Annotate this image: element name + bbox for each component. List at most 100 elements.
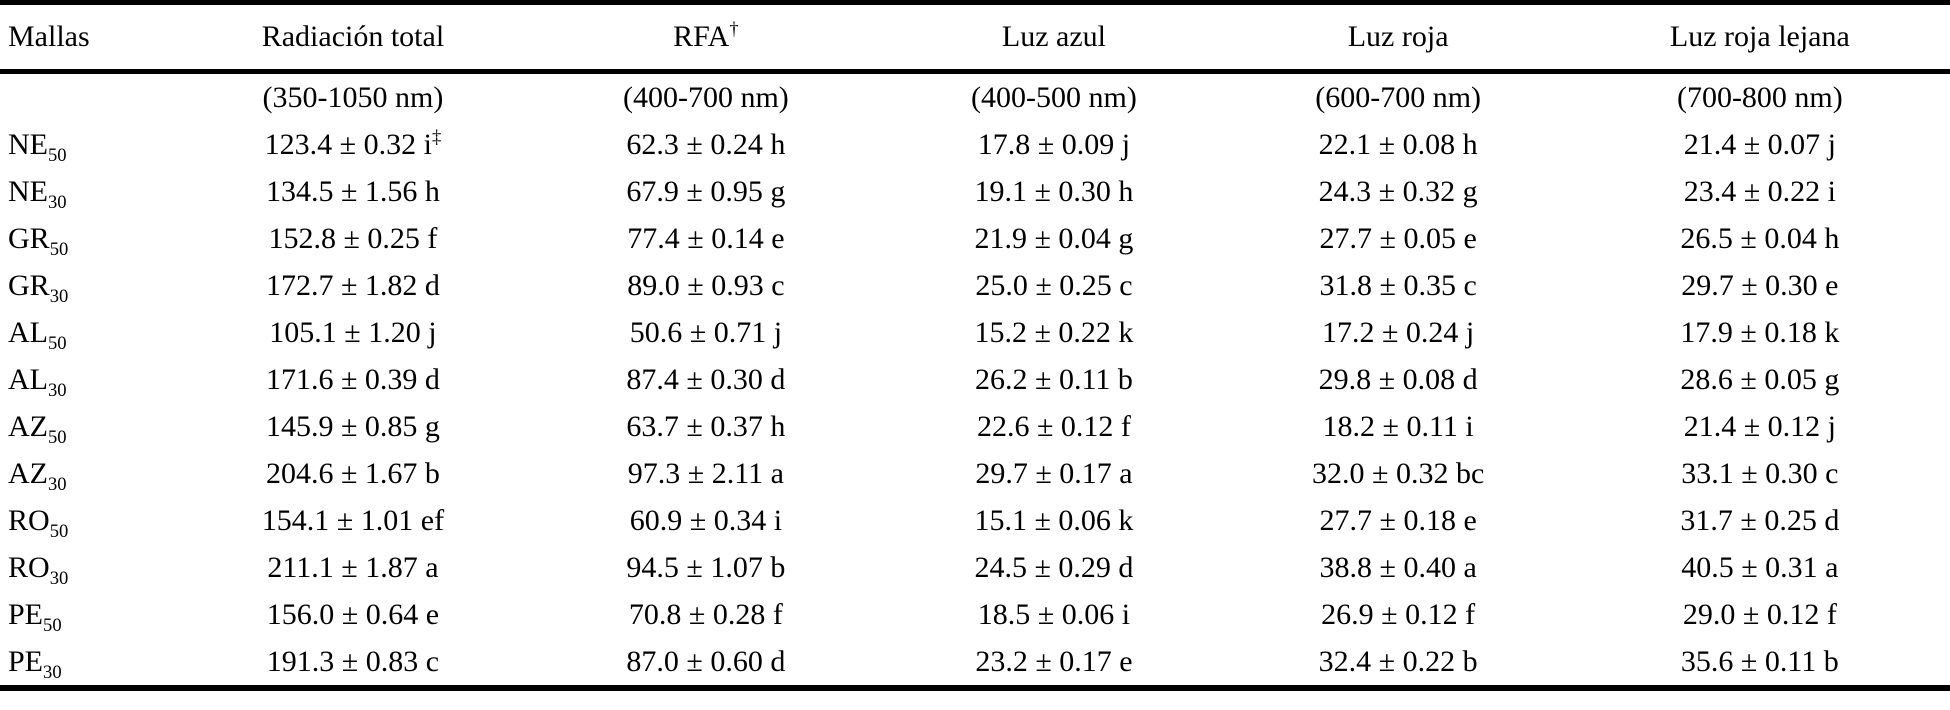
value-cell: 67.9 ± 0.95 g (530, 168, 881, 215)
measurement-value: 77.4 ± 0.14 e (627, 221, 785, 255)
column-header-label: Luz roja lejana (1669, 20, 1850, 53)
table-row: AL50 105.1 ± 1.20 j 50.6 ± 0.71 j 15.2 ± 0.… (0, 309, 1950, 356)
double-dagger-footnote-marker: ‡ (431, 126, 442, 148)
measurement-value: 63.7 ± 0.37 h (626, 409, 786, 443)
table-row: AL30 171.6 ± 0.39 d 87.4 ± 0.30 d 26.2 ± 0.… (0, 356, 1950, 403)
mesh-code: PE (8, 597, 44, 631)
measurement-value: 62.3 ± 0.24 h (626, 127, 786, 161)
value-cell: 50.6 ± 0.71 j (530, 309, 881, 356)
value-cell: 171.6 ± 0.39 d (176, 356, 531, 403)
measurement-value: 204.6 ± 1.67 b (265, 456, 440, 490)
value-cell: 17.2 ± 0.24 j (1227, 309, 1570, 356)
measurement-value: 21.4 ± 0.07 j (1683, 127, 1837, 161)
mesh-code: NE (8, 127, 48, 161)
mesh-label-cell: AZ50 (0, 403, 176, 450)
measurement-value: 24.5 ± 0.29 d (974, 550, 1134, 584)
column-header-label: Radiación total (261, 20, 445, 53)
table-row: RO50 154.1 ± 1.01 ef 60.9 ± 0.34 i 15.1 ± 0… (0, 497, 1950, 544)
value-cell: 22.6 ± 0.12 f (881, 403, 1226, 450)
value-cell: 204.6 ± 1.67 b (176, 450, 531, 497)
value-cell: 172.7 ± 1.82 d (176, 262, 531, 309)
value-cell: 77.4 ± 0.14 e (530, 215, 881, 262)
value-cell: 70.8 ± 0.28 f (530, 591, 881, 638)
measurement-value: 87.4 ± 0.30 d (626, 362, 786, 396)
mesh-label-cell: RO50 (0, 497, 176, 544)
value-cell: 29.0 ± 0.12 f (1570, 591, 1950, 638)
measurement-value: 29.8 ± 0.08 d (1318, 362, 1478, 396)
table-body: NE50 123.4 ± 0.32 i‡ 62.3 ± 0.24 h 17.8 ± 0… (0, 121, 1950, 688)
value-cell: 22.1 ± 0.08 h (1227, 121, 1570, 168)
mesh-label-cell: NE50 (0, 121, 176, 168)
column-header-label: RFA (673, 20, 730, 53)
value-cell: 21.9 ± 0.04 g (881, 215, 1226, 262)
mesh-shade-percentage: 30 (49, 285, 69, 307)
value-cell: 21.4 ± 0.07 j (1570, 121, 1950, 168)
mesh-code: NE (8, 174, 48, 208)
value-cell: 152.8 ± 0.25 f (176, 215, 531, 262)
column-wavelength-range: (400-500 nm) (881, 72, 1226, 122)
measurement-value: 35.6 ± 0.11 b (1680, 644, 1839, 678)
measurement-value: 21.4 ± 0.12 j (1683, 409, 1837, 443)
measurement-value: 171.6 ± 0.39 d (265, 362, 440, 396)
measurement-value: 31.8 ± 0.35 c (1319, 268, 1477, 302)
measurement-value: 152.8 ± 0.25 f (268, 221, 438, 255)
mesh-shade-percentage: 50 (48, 332, 67, 354)
column-wavelength-range: (350-1050 nm) (176, 72, 531, 122)
mesh-code: GR (8, 268, 50, 302)
mesh-label-cell: AL30 (0, 356, 176, 403)
value-cell: 25.0 ± 0.25 c (881, 262, 1226, 309)
mesh-code: AZ (8, 456, 48, 490)
value-cell: 21.4 ± 0.12 j (1570, 403, 1950, 450)
value-cell: 17.8 ± 0.09 j (881, 121, 1226, 168)
value-cell: 15.1 ± 0.06 k (881, 497, 1226, 544)
value-cell: 29.7 ± 0.17 a (881, 450, 1226, 497)
measurement-value: 27.7 ± 0.18 e (1319, 503, 1477, 537)
measurement-value: 97.3 ± 2.11 a (627, 456, 784, 490)
measurement-value: 154.1 ± 1.01 ef (261, 503, 445, 537)
column-header-label: Luz azul (1001, 20, 1107, 53)
value-cell: 23.4 ± 0.22 i (1570, 168, 1950, 215)
table-row: NE50 123.4 ± 0.32 i‡ 62.3 ± 0.24 h 17.8 ± 0… (0, 121, 1950, 168)
measurement-value: 15.1 ± 0.06 k (974, 503, 1134, 537)
measurement-value: 22.1 ± 0.08 h (1318, 127, 1478, 161)
value-cell: 23.2 ± 0.17 e (881, 638, 1226, 688)
value-cell: 134.5 ± 1.56 h (176, 168, 531, 215)
value-cell: 145.9 ± 0.85 g (176, 403, 531, 450)
value-cell: 156.0 ± 0.64 e (176, 591, 531, 638)
mesh-shade-percentage: 50 (49, 238, 69, 260)
measurement-value: 123.4 ± 0.32 i (264, 127, 432, 161)
value-cell: 89.0 ± 0.93 c (530, 262, 881, 309)
measurement-value: 21.9 ± 0.04 g (974, 221, 1134, 255)
value-cell: 40.5 ± 0.31 a (1570, 544, 1950, 591)
measurement-value: 25.0 ± 0.25 c (975, 268, 1133, 302)
wavelength-range-label: (700-800 nm) (1676, 80, 1843, 114)
column-header: Luz roja (1226, 2, 1570, 74)
measurement-value: 29.7 ± 0.30 e (1681, 268, 1839, 302)
measurement-value: 26.2 ± 0.11 b (975, 362, 1133, 396)
mesh-shade-percentage: 30 (49, 567, 69, 589)
column-header: Luz roja lejana (1569, 2, 1950, 74)
measurement-value: 134.5 ± 1.56 h (265, 174, 440, 208)
column-wavelength-range: (600-700 nm) (1227, 72, 1570, 122)
header-row: Mallas Radiación total RFA† Luz azul Luz roj… (0, 2, 1950, 74)
measurement-value: 26.9 ± 0.12 f (1321, 597, 1476, 631)
measurement-value: 87.0 ± 0.60 d (626, 644, 786, 678)
mesh-code: AL (8, 315, 48, 349)
wavelength-range-label: (400-700 nm) (622, 80, 789, 114)
mesh-code: RO (8, 503, 50, 537)
measurement-value: 211.1 ± 1.87 a (267, 550, 439, 584)
mesh-label-cell: PE50 (0, 591, 176, 638)
wavelength-range-label: (400-500 nm) (971, 80, 1137, 114)
value-cell: 27.7 ± 0.05 e (1227, 215, 1570, 262)
measurement-value: 105.1 ± 1.20 j (269, 315, 437, 349)
value-cell: 15.2 ± 0.22 k (881, 309, 1226, 356)
value-cell: 28.6 ± 0.05 g (1570, 356, 1950, 403)
value-cell: 33.1 ± 0.30 c (1570, 450, 1950, 497)
column-header-label: Mallas (8, 20, 90, 53)
value-cell: 105.1 ± 1.20 j (176, 309, 531, 356)
subheader-row: (350-1050 nm) (400-700 nm) (400-500 nm) (60… (0, 72, 1950, 122)
measurement-value: 15.2 ± 0.22 k (974, 315, 1134, 349)
measurement-value: 172.7 ± 1.82 d (265, 268, 440, 302)
table-row: PE30 191.3 ± 0.83 c 87.0 ± 0.60 d 23.2 ± 0.… (0, 638, 1950, 688)
